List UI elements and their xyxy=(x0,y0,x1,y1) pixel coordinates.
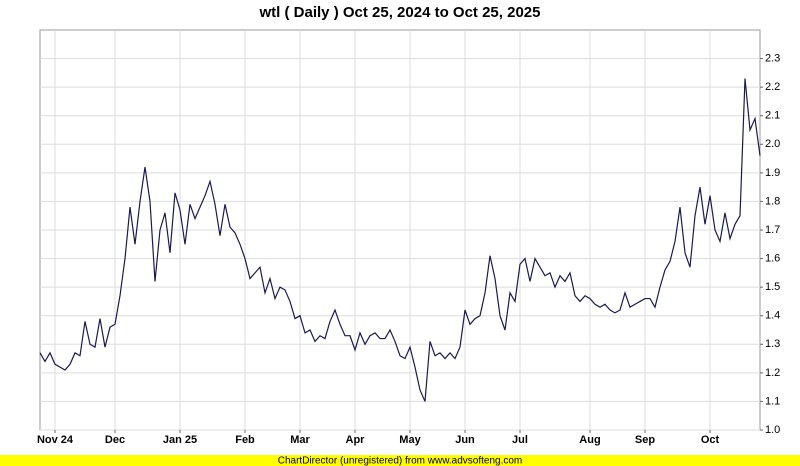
footer-bar xyxy=(0,455,800,466)
y-tick-label: 2.3 xyxy=(765,52,780,64)
x-tick-label: Jul xyxy=(512,434,528,446)
x-tick-label: Mar xyxy=(290,434,310,446)
y-tick-label: 2.1 xyxy=(765,110,780,122)
x-tick-label: Nov 24 xyxy=(37,434,74,446)
x-tick-label: Dec xyxy=(105,434,125,446)
x-tick-label: Feb xyxy=(235,434,255,446)
y-tick-label: 1.2 xyxy=(765,367,780,379)
y-tick-label: 1.5 xyxy=(765,281,780,293)
x-tick-label: Apr xyxy=(346,434,366,446)
footer: ChartDirector (unregistered) from www.ad… xyxy=(278,456,523,466)
x-tick-label: Oct xyxy=(701,434,720,446)
x-tick-label: Sep xyxy=(635,434,655,446)
chart-title: wtl ( Daily ) Oct 25, 2024 to Oct 25, 20… xyxy=(259,4,541,21)
x-tick-label: Jan 25 xyxy=(163,434,197,446)
x-tick-label: Jun xyxy=(455,434,475,446)
y-tick-label: 1.4 xyxy=(765,310,780,322)
y-tick-label: 1.8 xyxy=(765,195,780,207)
y-tick-label: 2.0 xyxy=(765,138,780,150)
x-tick-label: May xyxy=(399,434,421,446)
y-tick-label: 1.9 xyxy=(765,167,780,179)
x-tick-label: Aug xyxy=(579,434,600,446)
y-tick-label: 1.6 xyxy=(765,252,780,264)
y-tick-label: 1.3 xyxy=(765,338,780,350)
y-tick-label: 1.1 xyxy=(765,395,780,407)
y-tick-label: 1.0 xyxy=(765,424,780,436)
y-tick-label: 1.7 xyxy=(765,224,780,236)
price-line xyxy=(39,78,761,402)
y-tick-label: 2.2 xyxy=(765,81,780,93)
